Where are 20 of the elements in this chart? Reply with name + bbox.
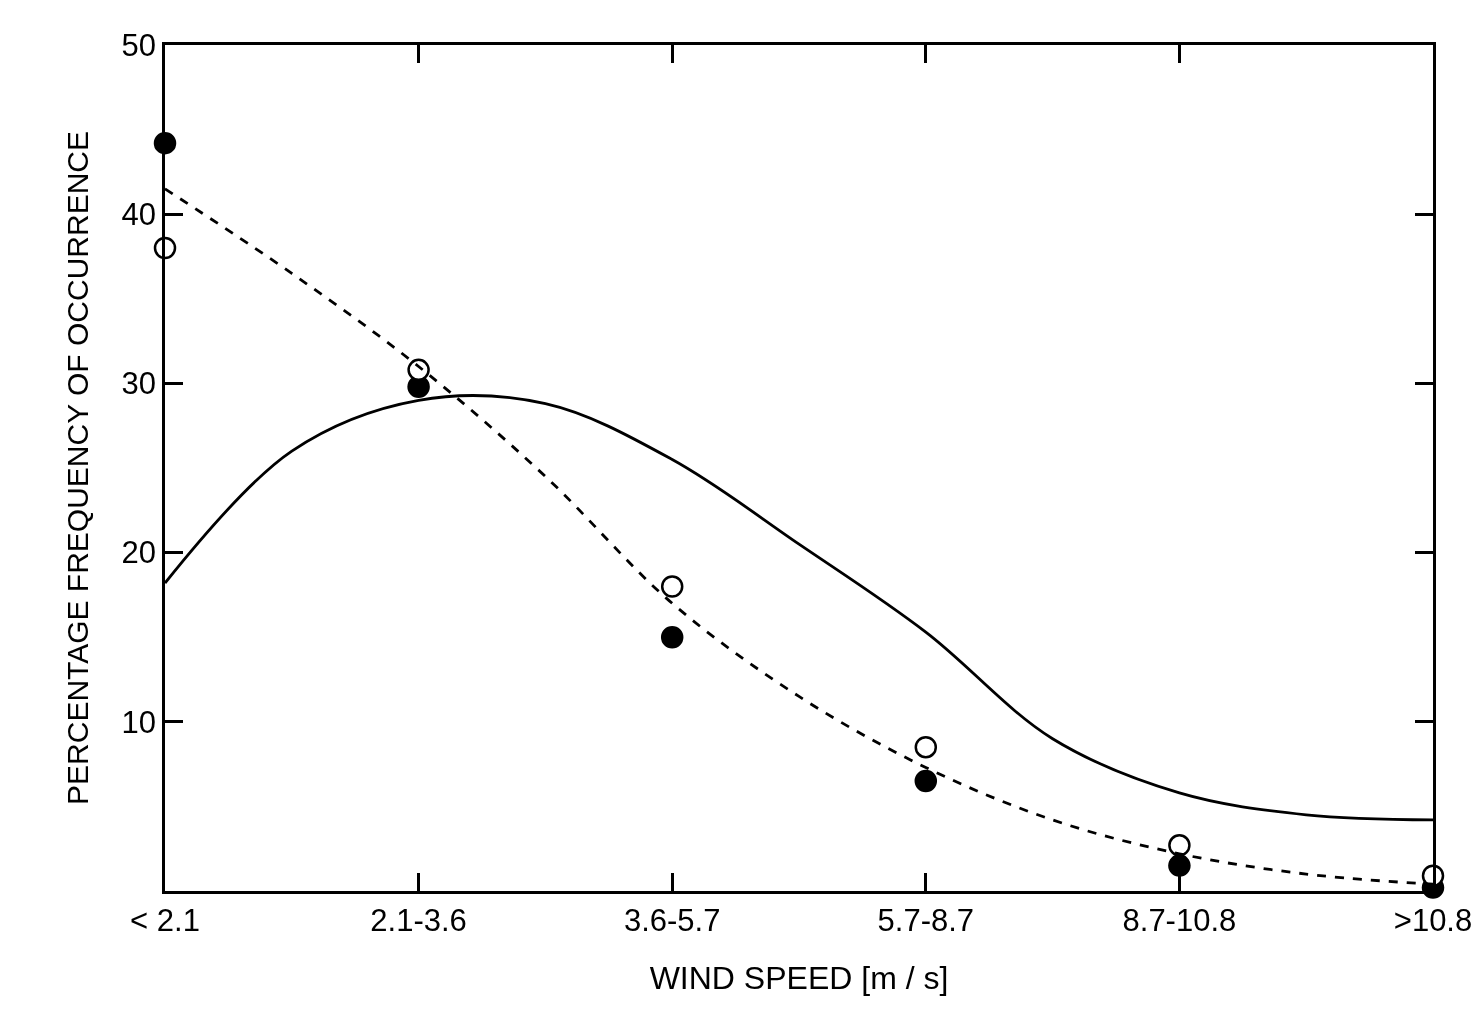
y-tick-label: 50 (121, 27, 157, 63)
x-tick-label: 5.7-8.7 (877, 902, 975, 938)
x-tick-label: 2.1-3.6 (370, 902, 467, 938)
point (407, 358, 430, 382)
y-axis-title: PERCENTAGE FREQUENCY OF OCCURRENCE (60, 131, 94, 805)
y-tick-label: 10 (121, 704, 157, 740)
y-tick-label: 40 (121, 197, 157, 233)
point (914, 735, 938, 759)
x-tick-label: >10.8 (1393, 902, 1473, 938)
y-tick-label: 30 (121, 366, 157, 402)
point (914, 769, 938, 793)
y-tick-label: 20 (121, 535, 157, 571)
point (660, 625, 684, 649)
point (660, 575, 684, 598)
x-tick-label: 8.7-10.8 (1122, 902, 1237, 938)
x-tick-label: < 2.1 (130, 902, 200, 938)
x-axis-title: WIND SPEED [m / s] (649, 959, 949, 996)
point (1168, 854, 1191, 877)
x-tick-label: 3.6-5.7 (623, 902, 721, 938)
point (1168, 834, 1191, 857)
